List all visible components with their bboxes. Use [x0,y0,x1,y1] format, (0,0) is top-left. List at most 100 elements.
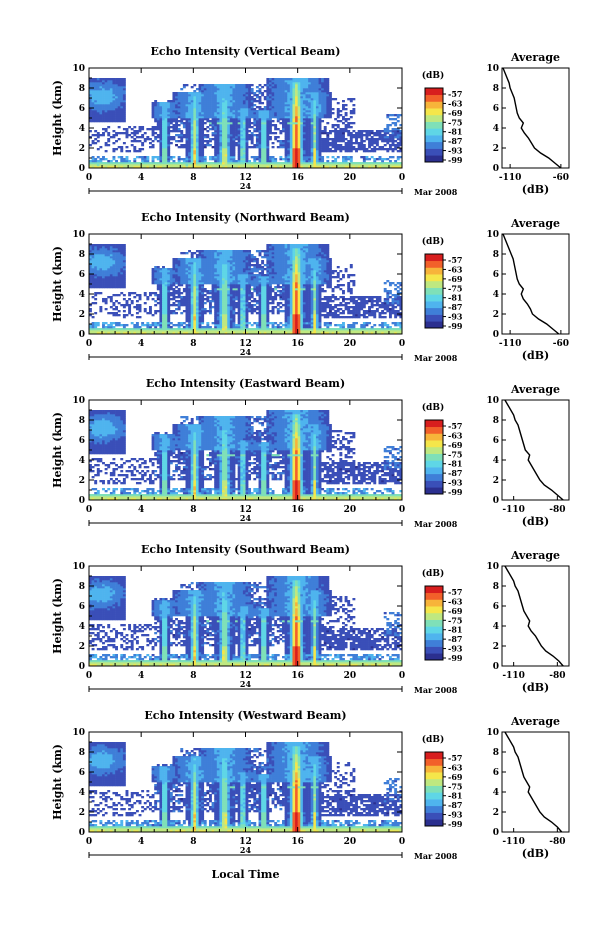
heatmap-cell [164,128,168,131]
heatmap-cell [208,304,212,307]
heatmap-cell [271,88,275,91]
heatmap-cell [276,100,280,103]
heatmap-cell [143,302,147,305]
heatmap-cell [190,162,194,165]
heatmap-cell [248,134,252,137]
heatmap-cell [305,86,309,89]
heatmap-cell [201,106,205,109]
heatmap-cell [198,162,202,165]
heatmap-cell [154,304,158,307]
heatmap-cell [109,108,113,111]
heatmap-cell [355,332,358,335]
heatmap-cell [99,164,103,167]
heatmap-cell [323,106,327,109]
colorbar-swatch [425,114,443,122]
heatmap-cell [357,310,361,313]
heatmap-cell [240,324,244,327]
heatmap-cell [321,98,325,101]
heatmap-cell [334,310,338,313]
heatmap-cell [370,150,374,153]
heatmap-cell [229,332,233,335]
heatmap-cell [177,326,181,329]
heatmap-cell [175,104,178,107]
heatmap-cell [308,148,312,151]
heatmap-cell [242,322,246,325]
heatmap-cell [310,324,314,327]
heatmap-cell [305,316,309,319]
heatmap-cell [232,144,236,147]
heatmap-cell [193,110,197,113]
heatmap-cell [167,142,171,145]
heatmap-cell [229,142,233,145]
heatmap-cell [323,88,327,91]
heatmap-cell [276,90,280,93]
heatmap-cell [219,106,223,109]
heatmap-cell [169,130,173,133]
heatmap-cell [91,98,95,101]
heatmap-cell [188,330,192,333]
heatmap-cell [315,310,319,313]
heatmap-cell [318,150,322,153]
heatmap-cell [159,314,163,317]
heatmap-cell [255,130,259,133]
heatmap-cell [295,134,298,137]
heatmap-cell [352,324,356,327]
heatmap-cell [321,156,325,159]
heatmap-cell [391,156,395,159]
heatmap-cell [326,82,330,85]
heatmap-cell [297,160,301,163]
heatmap-cell [391,308,395,311]
heatmap-cell [240,316,244,319]
heatmap-cell [222,166,225,169]
heatmap-cell [305,120,309,123]
heatmap-cell [321,160,325,163]
heatmap-cell [99,134,103,137]
heatmap-cell [219,310,223,313]
heatmap-cell [208,106,212,109]
heatmap-cell [162,146,165,149]
heatmap-cell [310,110,314,113]
heatmap-cell [295,162,298,165]
heatmap-cell [193,312,197,315]
heatmap-cell [258,128,262,131]
heatmap-cell [326,132,330,135]
heatmap-cell [315,134,319,137]
heatmap-cell [117,104,121,107]
heatmap-cell [203,96,207,99]
heatmap-cell [266,132,270,135]
heatmap-cell [305,310,309,313]
heatmap-cell [284,138,288,141]
heatmap-cell [287,326,291,329]
heatmap-cell [242,300,246,303]
heatmap-cell [120,98,124,101]
heatmap-cell [162,330,165,333]
heatmap-cell [237,146,241,149]
heatmap-cell [334,166,338,169]
heatmap-cell [292,164,296,167]
heatmap-cell [146,332,150,335]
heatmap-cell [271,310,275,313]
heatmap-cell [386,326,390,329]
heatmap-cell [381,322,385,325]
heatmap-cell [315,306,319,309]
heatmap-cell [109,326,113,329]
heatmap-cell [146,322,150,325]
heatmap-cell [89,328,92,331]
heatmap-cell [263,320,267,323]
heatmap-cell [302,154,306,157]
heatmap-cell [89,102,92,105]
heatmap-cell [386,304,390,307]
heatmap-cell [365,310,369,313]
heatmap-cell [227,118,231,121]
heatmap-cell [89,86,92,89]
heatmap-cell [235,86,238,89]
heatmap-cell [339,164,343,167]
heatmap-cell [263,160,267,163]
heatmap-cell [388,304,392,307]
heatmap-cell [190,86,194,89]
heatmap-cell [326,142,330,145]
heatmap-cell [240,98,244,101]
heatmap-cell [284,152,288,155]
heatmap-cell [388,316,392,319]
